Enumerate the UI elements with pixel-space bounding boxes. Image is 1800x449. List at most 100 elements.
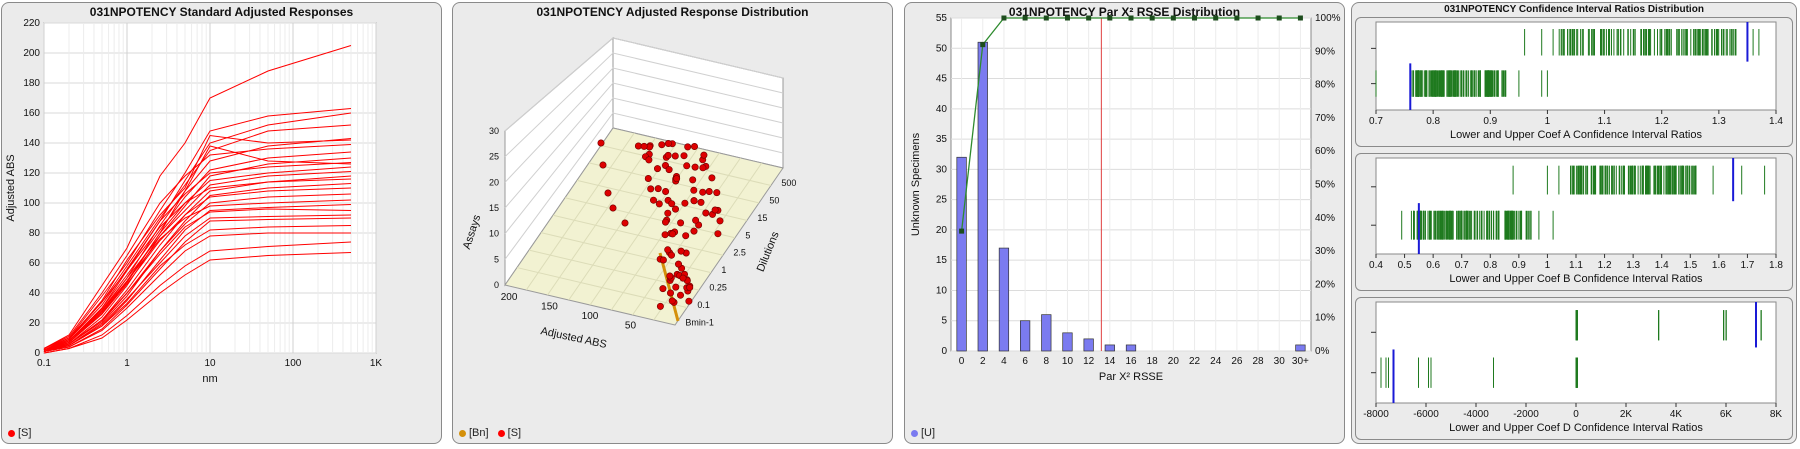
- legend-swatch: [911, 429, 918, 437]
- floor-gridline: [552, 214, 724, 256]
- y-tick-label: 0: [34, 348, 40, 359]
- response-point: [668, 297, 676, 305]
- series-line: [43, 144, 352, 349]
- y-tick-label: 55: [936, 13, 948, 24]
- response-point: [668, 251, 676, 259]
- response-point: [699, 188, 707, 196]
- bar: [956, 156, 967, 352]
- panel-ci-ratios: 031NPOTENCY Confidence Interval Ratios D…: [1351, 2, 1797, 444]
- y-tick-label: 50: [936, 43, 948, 54]
- cumulative-point: [1022, 15, 1028, 21]
- response-point: [668, 200, 676, 208]
- cumulative-point: [1043, 15, 1049, 21]
- x-tick-label: -4000: [1463, 409, 1489, 420]
- response-point: [680, 152, 688, 160]
- series-line: [43, 134, 352, 351]
- x-axis-label: Lower and Upper Coef B Confidence Interv…: [1449, 273, 1703, 285]
- wall-gridline: [504, 82, 784, 209]
- response-point: [640, 142, 648, 150]
- response-point: [714, 230, 722, 238]
- response-point: [673, 175, 681, 183]
- cumulative-point: [1064, 15, 1070, 21]
- z-tick-label: 5: [745, 230, 750, 240]
- response-point: [664, 246, 672, 254]
- x-tick-label: 1.2: [1598, 260, 1612, 271]
- response-point: [666, 272, 674, 280]
- x-tick-label: 0.5: [1398, 260, 1412, 271]
- y-tick-label: 10: [936, 285, 948, 296]
- x-tick-label: 1.1: [1598, 116, 1612, 127]
- cumulative-point: [1170, 15, 1176, 21]
- x-tick-label: 0.7: [1369, 116, 1383, 127]
- response-point: [684, 143, 692, 151]
- bar: [1041, 314, 1052, 352]
- x-tick-label: 0.8: [1426, 116, 1440, 127]
- series-line: [43, 225, 352, 352]
- y2-tick-label: 0%: [1315, 346, 1330, 357]
- y-tick-label: 140: [23, 138, 40, 149]
- legend: [S]: [8, 427, 31, 439]
- x-tick-label: 50: [625, 321, 637, 332]
- response-point: [659, 285, 667, 293]
- response-point: [644, 175, 652, 183]
- y-tick-label: 200: [23, 48, 40, 59]
- legend-swatch: [8, 429, 15, 437]
- z-tick-label: 500: [781, 178, 796, 188]
- floor-gridline: [516, 267, 688, 309]
- response-point: [691, 163, 699, 171]
- legend-label: [S]: [18, 427, 32, 439]
- floor-gridline: [589, 147, 699, 306]
- y-tick-label: 5: [941, 316, 947, 327]
- x-tick-label: -6000: [1413, 409, 1439, 420]
- response-point: [677, 247, 685, 255]
- response-point: [664, 140, 672, 148]
- y-tick-label: 10: [489, 229, 499, 239]
- response-point: [665, 166, 673, 174]
- response-point: [677, 219, 685, 227]
- response-point: [689, 176, 697, 184]
- response-point: [671, 152, 679, 160]
- x-tick-label: 1K: [370, 358, 383, 369]
- response-point: [662, 218, 670, 226]
- y-tick-label: 20: [936, 225, 948, 236]
- x-tick-label: -2000: [1513, 409, 1539, 420]
- response-point: [599, 161, 607, 169]
- y2-tick-label: 90%: [1315, 46, 1335, 57]
- x-tick-label: 16: [1125, 356, 1137, 367]
- x-tick-label: 14: [1104, 356, 1116, 367]
- response-point: [708, 174, 716, 182]
- cumulative-point: [1297, 15, 1303, 21]
- cumulative-point: [1192, 15, 1198, 21]
- response-point: [690, 227, 698, 235]
- x-tick-label: 0.9: [1512, 260, 1526, 271]
- ci-strip-chart-b: 0.4 0.5 0.6 0.7 0.8 0.9 1 1.1 1.2 1.3 1.4 1.5 1.6 1.7…: [1369, 157, 1783, 285]
- legend-swatch: [459, 429, 466, 437]
- x-tick-label: 1.5: [1683, 260, 1697, 271]
- cumulative-point: [1086, 15, 1092, 21]
- x-tick-label: 200: [501, 292, 518, 303]
- bar: [977, 41, 988, 352]
- y2-tick-label: 80%: [1315, 80, 1335, 91]
- x-tick-label: 6K: [1720, 409, 1733, 420]
- x-tick-label: 30: [1274, 356, 1286, 367]
- bar: [1295, 344, 1306, 352]
- ci-strip-chart-d: -8000 -6000 -4000 -2000 0 2K 4K 6K 8K Lower and U…: [1363, 301, 1782, 434]
- x-tick-label: 30+: [1292, 356, 1309, 367]
- legend-swatch: [497, 429, 505, 437]
- panel-response-distribution: 031NPOTENCY Adjusted Response Distributi…: [452, 2, 893, 444]
- x-tick-label: 12: [1083, 356, 1095, 367]
- ci-strip-chart-a: 0.7 0.8 0.9 1 1.1 1.2 1.3 1.4 Lower and Upper Co…: [1369, 21, 1783, 141]
- response-point: [683, 162, 691, 170]
- response-point: [685, 297, 693, 305]
- series-line: [43, 208, 352, 352]
- response-point: [658, 141, 666, 149]
- x-tick-label: 18: [1147, 356, 1159, 367]
- x-axis-label: Adjusted ABS: [539, 325, 607, 351]
- series-line: [43, 108, 352, 351]
- response-point: [700, 151, 708, 159]
- response-point: [604, 189, 612, 197]
- y-tick-label: 80: [29, 228, 41, 239]
- series-line: [43, 145, 352, 352]
- response-point: [609, 204, 617, 212]
- x-axis-label: nm: [202, 373, 217, 385]
